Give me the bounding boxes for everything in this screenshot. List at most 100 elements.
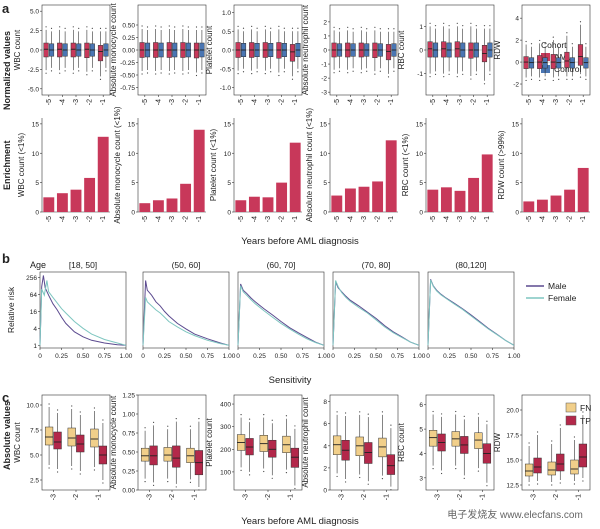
enrich-bar-panel-0: 15 10 5 0 WBC count (<1%) -5 -4 -3 -2 -1: [17, 118, 110, 222]
norm-box-panel-5-xtick-label: -2: [567, 99, 574, 105]
enrich-bar-panel-0-bar: [56, 193, 68, 212]
abs-box-panel-2-outlier: [294, 487, 296, 490]
norm-box-panel-5-outlier: [571, 78, 573, 80]
norm-box-panel-3-outlier: [347, 72, 349, 74]
norm-box-panel-5-ytick-label: 0: [515, 60, 519, 67]
norm-box-panel-1-outlier: [168, 25, 170, 27]
norm-box-panel-0-box-aml: [84, 42, 90, 59]
abs-box-panel-2-outlier: [285, 472, 288, 474]
norm-box-panel-5-outlier: [530, 78, 533, 80]
abs-box-panel-2-box-tp: [290, 447, 300, 468]
abs-box-panel-3-ytick-label: 6: [323, 421, 327, 428]
enrich-bar-panel-3-ytick-label: 10: [320, 151, 328, 158]
risk-panel-0-line-male: [39, 275, 127, 346]
abs-box-panel-0-outlier: [102, 419, 104, 421]
abs-box-panel-2-outlier: [263, 414, 265, 416]
xlabel-row-c: Years before AML diagnosis: [241, 516, 359, 527]
norm-box-panel-5-outlier: [544, 78, 546, 80]
abs-box-panel-0-ylabel: WBC count: [13, 422, 22, 463]
norm-box-panel-0-xtick-label: -2: [87, 99, 94, 105]
enrich-bar-panel-4-bar: [427, 189, 439, 212]
abs-box-panel-3-outlier: [359, 476, 361, 479]
norm-box-panel-2-outlier: [270, 27, 272, 29]
xlabel-row-a: Years before AML diagnosis: [241, 236, 359, 247]
norm-box-panel-1-outlier: [182, 73, 184, 75]
abs-box-panel-0-box-tp: [53, 431, 62, 450]
norm-box-panel-5-ytick-label: 2: [515, 38, 519, 45]
enrich-bar-panel-0-xtick-label: -1: [100, 216, 107, 222]
norm-box-panel-2-outlier: [297, 71, 299, 73]
norm-box-panel-1-outlier: [201, 72, 203, 74]
abs-box-panel-3-xtick-label: -2: [361, 494, 368, 500]
norm-box-panel-4-ylabel: RBC count: [397, 30, 406, 69]
abs-box-panel-4-outlier: [463, 477, 465, 479]
risk-panel-0-ytick-label: 64: [30, 292, 38, 299]
abs-box-panel-0-ytick-label: 2.5: [30, 478, 39, 485]
abs-box-panel-2-outlier: [271, 419, 273, 421]
norm-box-panel-2: 1.0 0.5 0.0 -0.5 -1.0 Platelet count -5 -4 -3 -2-…: [205, 4, 303, 105]
norm-box-panel-0-outlier: [50, 27, 53, 29]
fntp-legend-tp-label: TP: [580, 416, 591, 426]
norm-box-panel-0-outlier: [99, 27, 102, 29]
abs-box-panel-1-outlier: [198, 489, 200, 491]
abs-box-panel-3-ytick-label: 8: [323, 399, 327, 406]
enrich-bar-panel-4-ylabel: RBC count (<1%): [401, 133, 410, 196]
enrich-bar-panel-5: 15 10 5 0 RDW count (>99%) -5 -4 -3 -2 -1: [497, 118, 590, 222]
norm-box-panel-3-outlier: [393, 28, 395, 30]
abs-box-panel-1-ytick-label: 0.50: [122, 450, 135, 457]
enrich-bar-panel-2-xtick-label: -3: [265, 216, 272, 222]
enrich-bar-panel-3-ytick-label: 5: [323, 180, 327, 187]
risk-panel-1-xtick-label: 1.00: [223, 353, 236, 360]
abs-box-panel-0: 10.0 7.5 5.0 2.5 WBC count -3 -2 -1: [13, 394, 111, 500]
norm-box-panel-2-box-aml: [289, 44, 296, 62]
abs-box-panel-5-xtick-label: -1: [576, 494, 583, 500]
abs-box-panel-4-ytick-label: 4: [419, 451, 423, 458]
abs-box-panel-3-ytick-label: 4: [323, 443, 327, 450]
cohort-legend-control-swatch: [541, 65, 550, 73]
risk-panel-3-xtick-label: 1.00: [413, 353, 426, 360]
enrich-bar-panel-4-xtick-label: -2: [471, 216, 478, 222]
enrich-bar-panel-1-ylabel: Absolute monocycle count (<1%): [113, 106, 122, 224]
norm-box-panel-4: 1 0 -1 RBC count -5 -4 -3 -2 -1: [397, 4, 495, 105]
abs-box-panel-1-outlier: [144, 481, 146, 483]
norm-box-panel-0-outlier: [86, 26, 88, 28]
abs-box-panel-1-frame: [137, 394, 207, 491]
norm-box-panel-1-ytick-label: 0.50: [122, 23, 135, 30]
abs-box-panel-2-outlier: [294, 425, 296, 427]
abs-box-panel-1-outlier: [175, 486, 177, 488]
risk-panel-0-xtick-label: 0: [38, 353, 42, 360]
norm-box-panel-2-outlier: [283, 27, 285, 29]
enrich-bar-panel-4: 15 10 5 0 RBC count (<1%) -5 -4 -3 -2 -1: [401, 118, 494, 222]
norm-box-panel-1-outlier: [160, 72, 162, 74]
enrich-bar-panel-0-bar: [43, 197, 55, 212]
norm-box-panel-4-outlier: [443, 76, 445, 78]
norm-box-panel-1-outlier: [174, 26, 176, 28]
enrich-bar-panel-5-xtick-label: -1: [580, 216, 587, 222]
norm-box-panel-4-outlier: [434, 73, 437, 75]
norm-box-panel-3-ylabel: Absolute neutrophil count: [301, 4, 310, 95]
norm-box-panel-3-box-aml: [385, 44, 392, 61]
norm-box-panel-2-ytick-label: 0.0: [222, 48, 231, 55]
abs-box-panel-3-outlier: [344, 412, 347, 414]
abs-box-panel-1-outlier: [189, 481, 192, 483]
norm-box-panel-5-outlier: [552, 79, 554, 82]
enrich-bar-panel-5-ytick-label: 10: [512, 151, 520, 158]
fntp-legend-tp-swatch: [565, 415, 577, 426]
norm-box-panel-5-outlier: [530, 43, 533, 45]
norm-box-panel-4-outlier: [429, 22, 431, 24]
enrich-bar-panel-2-ytick-label: 15: [224, 121, 232, 128]
cohort-legend-aml-label: AML: [554, 52, 572, 62]
norm-box-panel-0-ytick-label: 2.5: [30, 28, 39, 35]
abs-box-panel-3: 8 6 4 2 0 Absolute neutrophil count -3 -2 -1: [301, 394, 399, 500]
norm-box-panel-3-ytick-label: 2: [323, 19, 327, 26]
enrich-bar-panel-0-xtick-label: -5: [46, 216, 53, 222]
abs-box-panel-0-xtick-label: -3: [50, 494, 57, 500]
abs-box-panel-0-outlier: [79, 411, 81, 413]
watermark: 电子发烧友 www.elecfans.com: [447, 508, 583, 521]
abs-box-panel-5-box-tp: [533, 457, 542, 474]
risk-panel-1-line-female: [142, 297, 230, 346]
risk-panel-1: (50, 60] 0 0.25 0.50 0.75 1.00: [141, 260, 236, 360]
enrich-bar-panel-2-bar: [276, 182, 288, 212]
abs-box-panel-0-outlier: [71, 468, 73, 470]
